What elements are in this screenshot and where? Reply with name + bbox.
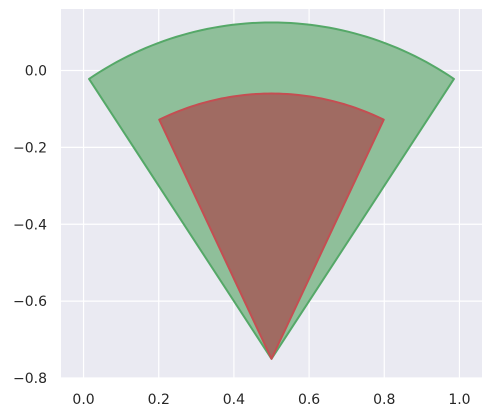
y-tick-label: −0.4	[13, 217, 47, 233]
inner-sector	[158, 92, 385, 360]
x-axis-ticks: 0.0 0.2 0.4 0.6 0.8 1.0	[72, 392, 470, 408]
chart-marks	[88, 21, 455, 360]
x-tick-label: 0.4	[223, 392, 245, 408]
y-tick-label: −0.2	[13, 140, 47, 156]
x-tick-label: 0.0	[72, 392, 94, 408]
x-tick-label: 0.8	[373, 392, 395, 408]
x-tick-label: 0.2	[148, 392, 170, 408]
y-tick-label: −0.6	[13, 294, 47, 310]
y-axis-ticks: 0.0 −0.2 −0.4 −0.6 −0.8	[13, 64, 47, 388]
x-tick-label: 0.6	[298, 392, 320, 408]
y-tick-label: 0.0	[25, 64, 47, 80]
x-tick-label: 1.0	[448, 392, 470, 408]
y-tick-label: −0.8	[13, 371, 47, 387]
